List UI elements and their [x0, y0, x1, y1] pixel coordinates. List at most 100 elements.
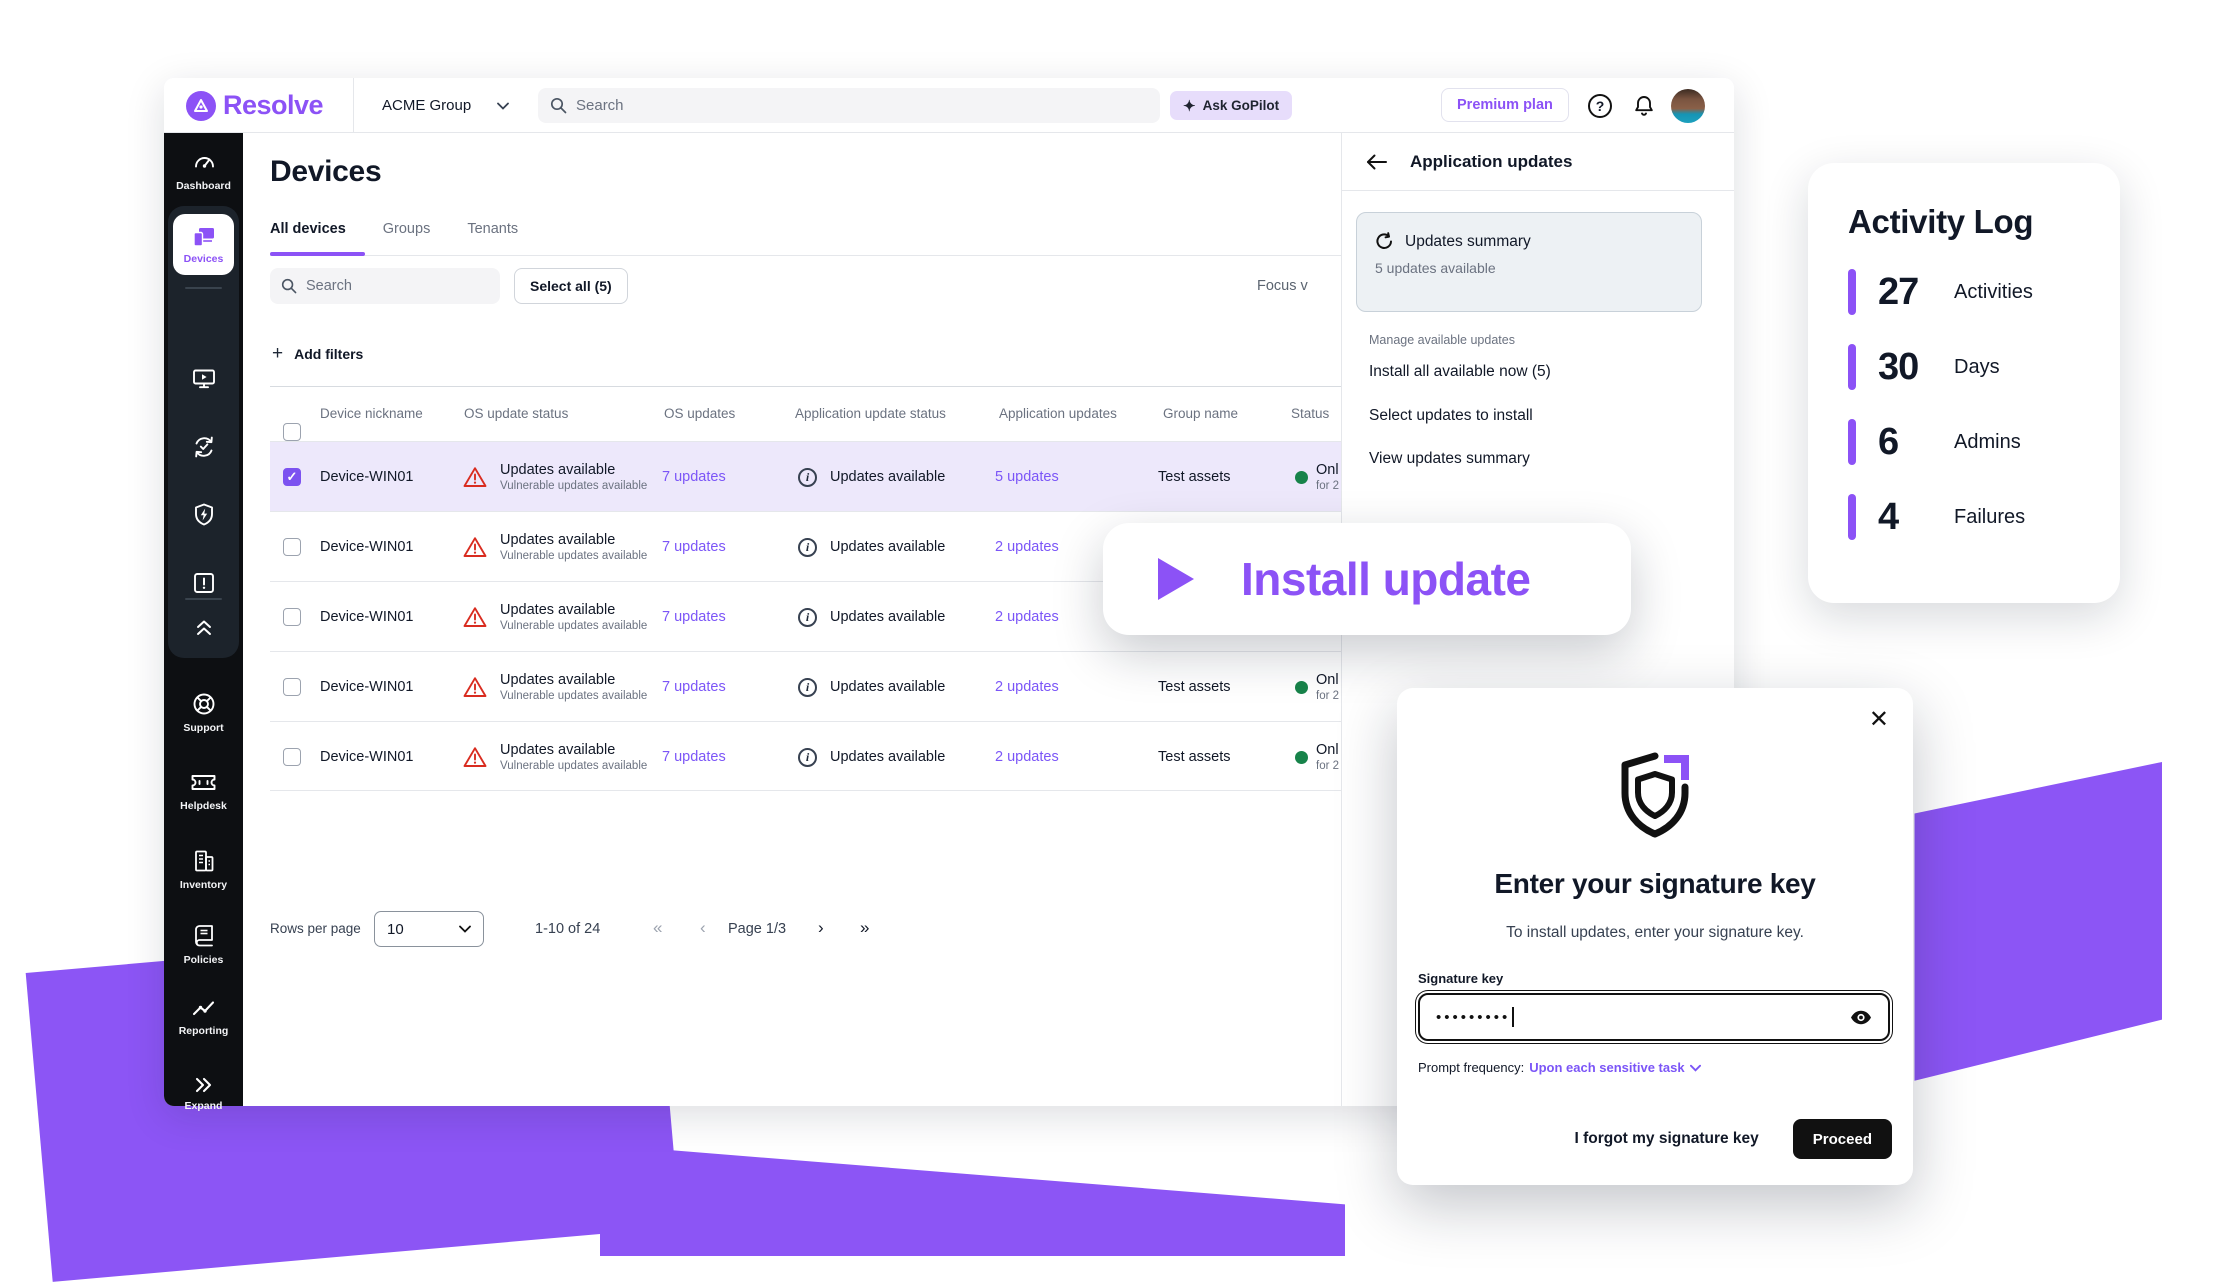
sidebar-item-remote-monitor[interactable]	[164, 366, 243, 392]
select-updates-action[interactable]: Select updates to install	[1369, 407, 1533, 424]
row-checkbox[interactable]	[283, 608, 301, 626]
app-updates-link[interactable]: 2 updates	[995, 609, 1059, 625]
table-search[interactable]	[270, 268, 500, 304]
logo-wordmark: Resolve	[223, 90, 324, 120]
sidebar-item-alerts[interactable]	[164, 570, 243, 596]
global-search-input[interactable]	[576, 97, 1148, 114]
col-app-updates[interactable]: Application updates	[999, 406, 1117, 421]
tab-tenants[interactable]: Tenants	[467, 221, 519, 237]
close-icon[interactable]: ✕	[1868, 706, 1889, 733]
os-updates-link[interactable]: 7 updates	[662, 609, 726, 625]
sidebar-item-security[interactable]	[164, 502, 243, 528]
signature-key-modal: ✕ Enter your signature key To install up…	[1397, 688, 1913, 1185]
signature-key-input[interactable]: •••••••••	[1418, 993, 1890, 1041]
sync-check-icon	[191, 434, 217, 460]
col-status[interactable]: Status	[1291, 406, 1330, 421]
sidebar-devices-group: Devices	[168, 206, 239, 658]
modal-subtitle: To install updates, enter your signature…	[1506, 924, 1804, 941]
forgot-signature-key-link[interactable]: I forgot my signature key	[1574, 1130, 1759, 1147]
last-page-button[interactable]: »	[860, 918, 870, 937]
chevron-down-icon[interactable]	[1689, 1064, 1701, 1072]
ask-gopilot-button[interactable]: ✦ Ask GoPilot	[1170, 91, 1293, 120]
prev-page-button[interactable]: ‹	[700, 918, 706, 937]
os-update-substatus: Vulnerable updates available	[500, 760, 648, 772]
col-group-name[interactable]: Group name	[1163, 406, 1239, 421]
app-updates-link[interactable]: 5 updates	[995, 469, 1059, 485]
stat-activities: 27 Activities	[1848, 268, 2120, 316]
tab-all-devices[interactable]: All devices	[270, 221, 346, 237]
global-search[interactable]	[538, 88, 1160, 123]
app-updates-link[interactable]: 2 updates	[995, 749, 1059, 765]
app-updates-link[interactable]: 2 updates	[995, 679, 1059, 695]
row-checkbox[interactable]	[283, 538, 301, 556]
stat-failures: 4 Failures	[1848, 493, 2120, 541]
table-row[interactable]: ✓ Device-WIN01 Updates available Vulnera…	[270, 441, 1341, 511]
decor-shape-bottom-strip	[600, 1144, 1345, 1256]
os-update-substatus: Vulnerable updates available	[500, 480, 648, 492]
page-title: Devices	[270, 155, 382, 188]
stat-bar	[1848, 494, 1856, 540]
sidebar-item-inventory[interactable]: Inventory	[164, 848, 243, 891]
focus-view-clipped-label[interactable]: Focus v	[1257, 278, 1308, 294]
os-updates-link[interactable]: 7 updates	[662, 679, 726, 695]
tab-groups[interactable]: Groups	[382, 221, 431, 237]
proceed-button[interactable]: Proceed	[1792, 1119, 1892, 1159]
app-updates-link[interactable]: 2 updates	[995, 539, 1059, 555]
sidebar-item-sync[interactable]	[164, 434, 243, 460]
monitor-play-icon	[191, 366, 217, 392]
select-all-checkbox[interactable]	[283, 423, 301, 441]
rows-per-page-select[interactable]: 10	[374, 911, 484, 947]
table-row[interactable]: Device-WIN01 Updates available Vulnerabl…	[270, 651, 1341, 721]
os-update-status: Updates available	[500, 602, 616, 618]
row-checkbox[interactable]	[283, 678, 301, 696]
os-updates-link[interactable]: 7 updates	[662, 539, 726, 555]
col-device-nickname[interactable]: Device nickname	[320, 406, 423, 421]
table-row[interactable]: Device-WIN01 Updates available Vulnerabl…	[270, 721, 1341, 791]
table-header: Device nickname OS update status OS upda…	[270, 387, 1341, 441]
install-all-action[interactable]: Install all available now (5)	[1369, 363, 1551, 380]
premium-plan-badge[interactable]: Premium plan	[1441, 88, 1569, 122]
col-os-updates[interactable]: OS updates	[664, 406, 736, 421]
add-filters-button[interactable]: + Add filters	[272, 343, 364, 364]
col-os-update-status[interactable]: OS update status	[464, 406, 569, 421]
os-updates-link[interactable]: 7 updates	[662, 749, 726, 765]
buildings-icon	[191, 848, 217, 874]
next-page-button[interactable]: ›	[818, 918, 824, 937]
prompt-frequency-value[interactable]: Upon each sensitive task	[1529, 1060, 1685, 1075]
notifications-bell-icon[interactable]	[1632, 94, 1656, 118]
sidebar-item-policies[interactable]: Policies	[164, 923, 243, 966]
sidebar-item-devices-active[interactable]: Devices	[173, 214, 234, 275]
stat-admins: 6 Admins	[1848, 418, 2120, 466]
app-logo[interactable]: Resolve	[186, 78, 324, 133]
org-selector[interactable]: ACME Group	[382, 78, 510, 133]
first-page-button[interactable]: «	[653, 918, 663, 937]
app-update-status: Updates available	[830, 609, 946, 625]
warning-triangle-icon	[463, 746, 487, 768]
chevron-down-icon	[497, 102, 510, 110]
status-dot-online	[1295, 750, 1308, 764]
os-updates-link[interactable]: 7 updates	[662, 469, 726, 485]
sidebar-item-support[interactable]: Support	[164, 691, 243, 734]
col-app-update-status[interactable]: Application update status	[795, 406, 946, 421]
back-arrow-icon[interactable]	[1366, 154, 1388, 170]
sidebar-item-helpdesk[interactable]: Helpdesk	[164, 771, 243, 812]
warning-triangle-icon	[463, 606, 487, 628]
sidebar-collapse-button[interactable]	[164, 618, 243, 638]
sidebar-item-dashboard[interactable]: Dashboard	[164, 149, 243, 192]
app-update-status: Updates available	[830, 679, 946, 695]
help-icon[interactable]: ?	[1588, 94, 1612, 118]
view-summary-action[interactable]: View updates summary	[1369, 450, 1530, 467]
search-icon	[281, 278, 297, 294]
select-all-button[interactable]: Select all (5)	[514, 268, 628, 304]
status-text: Onl	[1316, 672, 1339, 688]
user-avatar[interactable]	[1671, 89, 1705, 123]
install-update-button[interactable]: Install update	[1103, 523, 1631, 635]
updates-summary-card[interactable]: Updates summary 5 updates available	[1356, 212, 1702, 312]
table-search-input[interactable]	[306, 278, 489, 294]
sidebar-item-reporting[interactable]: Reporting	[164, 998, 243, 1037]
eye-icon[interactable]	[1850, 1010, 1872, 1025]
sidebar-expand-button[interactable]: Expand	[164, 1075, 243, 1112]
refresh-icon	[1375, 232, 1394, 251]
row-checkbox[interactable]: ✓	[283, 468, 301, 486]
row-checkbox[interactable]	[283, 748, 301, 766]
